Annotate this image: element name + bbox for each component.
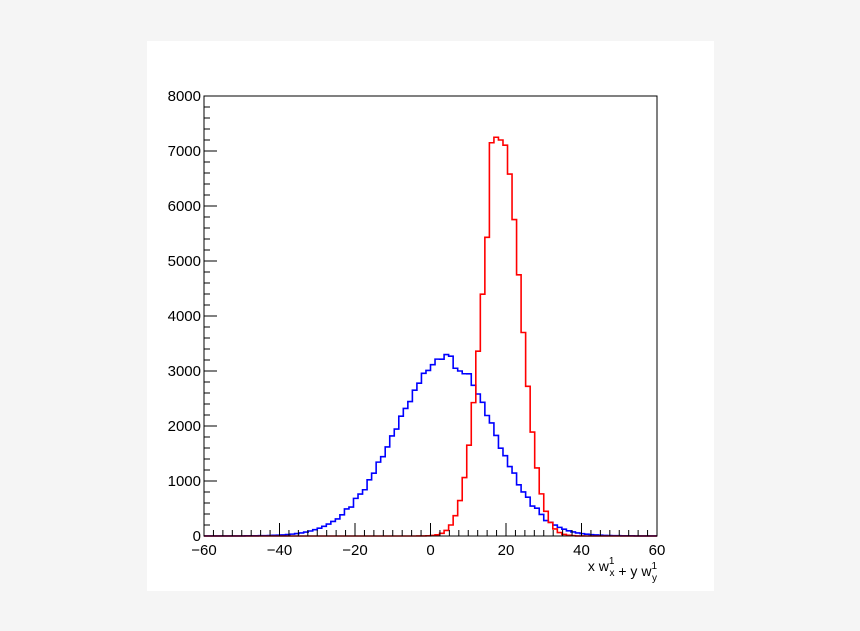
x-tick-label: 40 (573, 542, 590, 559)
x-axis-ticks: −60 −40 −20 0 20 40 60 (191, 523, 665, 559)
chart-canvas: −60 −40 −20 0 20 40 60 0 1000 2000 3000 4000 5000 60… (147, 41, 714, 591)
red-histogram-series (204, 136, 657, 537)
x-tick-label: −60 (191, 542, 216, 559)
y-tick-label: 0 (193, 528, 201, 545)
y-tick-label: 3000 (168, 363, 201, 380)
plot-frame (203, 95, 658, 537)
x-tick-label: 20 (498, 542, 515, 559)
y-tick-label: 5000 (168, 253, 201, 270)
histogram-chart: −60 −40 −20 0 20 40 60 0 1000 2000 3000 4000 5000 60… (168, 88, 666, 584)
x-tick-label: 0 (426, 542, 434, 559)
y-axis-ticks: 0 1000 2000 3000 4000 5000 6000 7000 8000 (168, 88, 217, 545)
y-tick-label: 1000 (168, 473, 201, 490)
y-tick-label: 6000 (168, 198, 201, 215)
x-tick-label: −40 (267, 542, 292, 559)
x-axis-label: x w1 x + y w1 y (588, 556, 658, 584)
blue-histogram-series (204, 353, 657, 537)
y-tick-label: 2000 (168, 418, 201, 435)
y-tick-label: 4000 (168, 308, 201, 325)
histogram-series-layer (204, 136, 657, 537)
y-tick-label: 7000 (168, 143, 201, 160)
x-tick-label: 60 (649, 542, 666, 559)
x-tick-label: −20 (342, 542, 367, 559)
y-tick-label: 8000 (168, 88, 201, 105)
